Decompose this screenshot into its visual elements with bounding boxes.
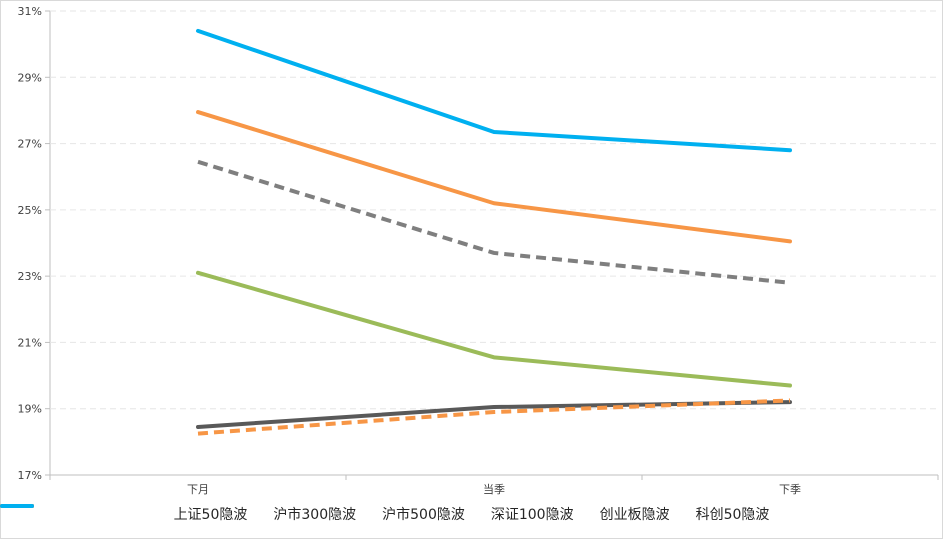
y-tick-label: 21% <box>18 336 42 349</box>
legend-label: 沪市500隐波 <box>382 507 465 523</box>
legend-item: 上证50隐波 <box>0 504 248 524</box>
legend-item: 沪市500隐波 <box>0 504 465 524</box>
series-line-5 <box>196 28 792 153</box>
series-line-2 <box>197 159 791 285</box>
legend-label: 上证50隐波 <box>173 507 248 523</box>
y-tick-label: 31% <box>18 5 42 18</box>
series-line-1 <box>197 398 791 436</box>
y-tick-label: 17% <box>18 469 42 482</box>
x-axis: 下月 当季 下季 <box>49 474 939 496</box>
y-tick-label: 25% <box>18 204 42 217</box>
y-axis-ticks: 17% 19% 21% 23% 25% 27% 29% 31% <box>18 5 50 482</box>
legend-item: 沪市300隐波 <box>0 504 357 524</box>
legend-item: 深证100隐波 <box>0 504 574 524</box>
series-line-3 <box>196 270 792 388</box>
legend-label: 创业板隐波 <box>599 507 670 523</box>
legend: 上证50隐波 沪市300隐波 沪市500隐波 深证100隐波 创业板隐波 科创50隐波 <box>0 500 943 528</box>
series-lines <box>196 28 792 436</box>
legend-item: 科创50隐波 <box>0 504 770 524</box>
legend-label: 沪市300隐波 <box>273 507 357 523</box>
y-tick-label: 29% <box>18 71 42 84</box>
legend-label: 科创50隐波 <box>695 507 770 523</box>
x-tick-label: 当季 <box>483 482 505 496</box>
series-line-4 <box>196 110 792 244</box>
x-tick-label: 下月 <box>187 483 209 496</box>
legend-swatch <box>0 504 34 508</box>
y-tick-label: 19% <box>18 403 42 416</box>
y-tick-label: 27% <box>18 138 42 151</box>
legend-item: 创业板隐波 <box>0 504 670 524</box>
y-tick-label: 23% <box>18 270 42 283</box>
series-line-0 <box>196 400 792 429</box>
x-tick-label: 下季 <box>779 483 801 496</box>
legend-label: 深证100隐波 <box>490 507 574 523</box>
